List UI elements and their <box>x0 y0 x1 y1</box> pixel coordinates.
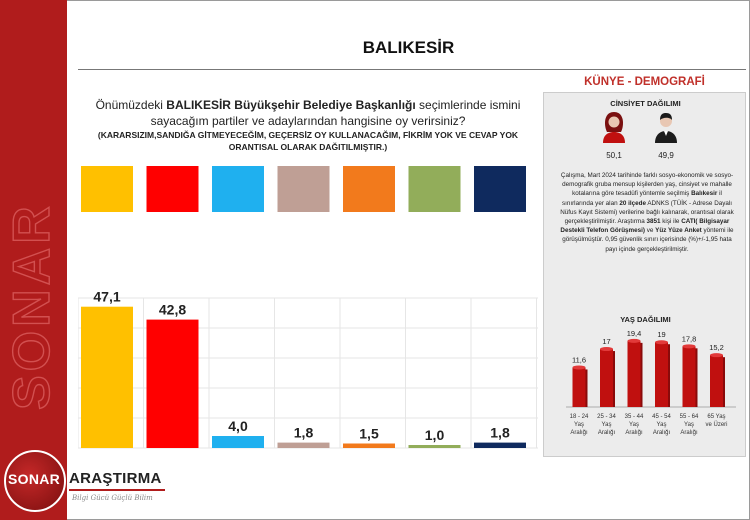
age-category-label: 45 - 54 <box>652 414 671 420</box>
party-color-swatch <box>474 166 526 212</box>
party-color-swatch <box>81 166 133 212</box>
question-bold: BALIKESİR Büyükşehir Belediye Başkanlığı <box>166 98 416 112</box>
methodology-run: Çalışma, Mart 2024 tarihinde farklı sosy… <box>560 172 734 198</box>
male-icon <box>655 113 677 143</box>
bar <box>277 442 330 448</box>
age-category-label: Yaş <box>684 422 694 428</box>
bar <box>212 436 264 448</box>
logo-underline <box>69 489 165 491</box>
bar <box>408 445 461 448</box>
age-category-label: Yaş <box>602 422 612 428</box>
age-value-label: 11,6 <box>572 355 586 364</box>
methodology-text: Çalışma, Mart 2024 tarihinde farklı sosy… <box>556 171 738 254</box>
bar-value-label: 1,5 <box>359 426 379 442</box>
methodology-run: yöntemi ile görüşülmüştür. 0,95 güvenlik… <box>562 227 734 253</box>
age-category-label: Aralığı <box>598 430 616 436</box>
party-color-swatch <box>277 166 330 212</box>
bar <box>81 306 133 448</box>
party-color-swatch <box>212 166 264 212</box>
age-bar-top <box>682 344 696 349</box>
age-category-label: Aralığı <box>680 430 698 436</box>
bar-value-label: 1,0 <box>425 427 445 443</box>
bar <box>146 319 199 448</box>
brand-sidebar: SONAR <box>0 0 67 520</box>
age-bar-top <box>600 347 613 352</box>
methodology-run: Balıkesir <box>691 190 718 198</box>
age-category-label: ve Üzeri <box>705 421 727 428</box>
age-chart-title: YAŞ DAĞILIMI <box>620 315 671 324</box>
age-bar-top <box>572 365 586 370</box>
female-percentage: 50,1 <box>606 151 622 160</box>
female-icon <box>603 112 625 143</box>
bar-value-label: 1,8 <box>294 425 314 441</box>
age-category-label: Yaş <box>657 422 667 428</box>
age-category-label: 65 Yaş <box>707 414 725 420</box>
methodology-run: il sınırlarında yer alan <box>561 190 722 207</box>
age-bar <box>627 340 641 407</box>
bar-value-label: 47,1 <box>93 289 120 305</box>
bar-value-label: 4,0 <box>228 418 248 434</box>
question-note: (KARARSIZIM,SANDIĞA GİTMEYECEĞİM, GEÇERS… <box>97 130 519 152</box>
party-color-swatch <box>146 166 199 212</box>
party-color-swatch <box>343 166 395 212</box>
sonar-watermark: SONAR <box>5 202 62 411</box>
methodology-run: 20 ilçede <box>619 199 646 207</box>
age-bar-chart: 11,6 18 - 24 Yaş Aralığı 17 25 - 34 Yaş Aralığı… <box>566 329 736 436</box>
age-value-label: 19 <box>657 330 665 339</box>
age-category-label: 55 - 64 <box>680 414 699 420</box>
survey-question: Önümüzdeki BALIKESİR Büyükşehir Belediye… <box>78 97 538 129</box>
age-value-label: 17 <box>602 337 610 346</box>
bar-value-label: 1,8 <box>490 425 510 441</box>
watermark-text: SONAR <box>5 202 61 410</box>
age-bar <box>682 346 696 407</box>
gender-title: CİNSİYET DAĞILIMI <box>610 99 681 108</box>
age-bar <box>710 355 723 407</box>
bar <box>474 442 526 448</box>
age-value-label: 15,2 <box>709 343 724 352</box>
logo-tagline: Bilgi Gücü Güçlü Bilim <box>72 494 153 502</box>
demographics-panel: CİNSİYET DAĞILIMI 50,1 49,9 Çalışma, Mar… <box>543 92 746 457</box>
age-bar <box>600 349 613 407</box>
main-bar-chart: 47,1 42,8 4,0 1,8 1,5 1,0 1,8 <box>78 166 538 449</box>
age-category-label: Aralığı <box>570 430 588 436</box>
methodology-run: Yüz Yüze Anket <box>655 227 702 235</box>
sonar-logo: SONAR ARAŞTIRMA Bilgi Gücü Güçlü Bilim <box>4 448 174 520</box>
logo-text-arastirma: ARAŞTIRMA <box>69 470 162 487</box>
age-bar-top <box>627 338 641 343</box>
bar <box>343 443 395 448</box>
age-category-label: Yaş <box>574 422 584 428</box>
age-bar-top <box>710 353 723 358</box>
party-color-swatch <box>408 166 461 212</box>
age-bar-top <box>655 340 668 345</box>
demographics-header: KÜNYE - DEMOGRAFİ <box>584 76 705 88</box>
logo-circle <box>4 450 66 512</box>
age-category-label: 25 - 34 <box>597 414 616 420</box>
methodology-run: kişi ile <box>660 218 682 226</box>
page-title: BALIKESİR <box>362 38 455 57</box>
methodology-run: 3851 <box>646 218 661 226</box>
age-category-label: Aralığı <box>653 430 671 436</box>
question-post: seçimlerinde ismini sayacağım partiler v… <box>150 98 521 128</box>
age-category-label: Yaş <box>629 422 639 428</box>
age-bar <box>655 342 668 407</box>
methodology-run: CATI( Bilgisayar Destekli Telefon Görüşm… <box>560 218 730 235</box>
male-percentage: 49,9 <box>658 151 674 160</box>
question-pre: Önümüzdeki <box>95 98 167 112</box>
age-bar <box>572 367 586 407</box>
methodology-run: ve <box>645 227 656 235</box>
age-category-label: 35 - 44 <box>625 414 644 420</box>
age-category-label: 18 - 24 <box>570 414 589 420</box>
methodology-run: ADNKS (TÜİK - Adrese Dayalı Nüfus Kayıt … <box>560 199 734 226</box>
logo-text-sonar: SONAR <box>8 471 61 487</box>
age-category-label: Aralığı <box>625 430 643 436</box>
bar-value-label: 42,8 <box>159 302 186 318</box>
title-divider <box>78 69 746 70</box>
age-value-label: 19,4 <box>627 329 642 338</box>
age-value-label: 17,8 <box>682 334 697 343</box>
